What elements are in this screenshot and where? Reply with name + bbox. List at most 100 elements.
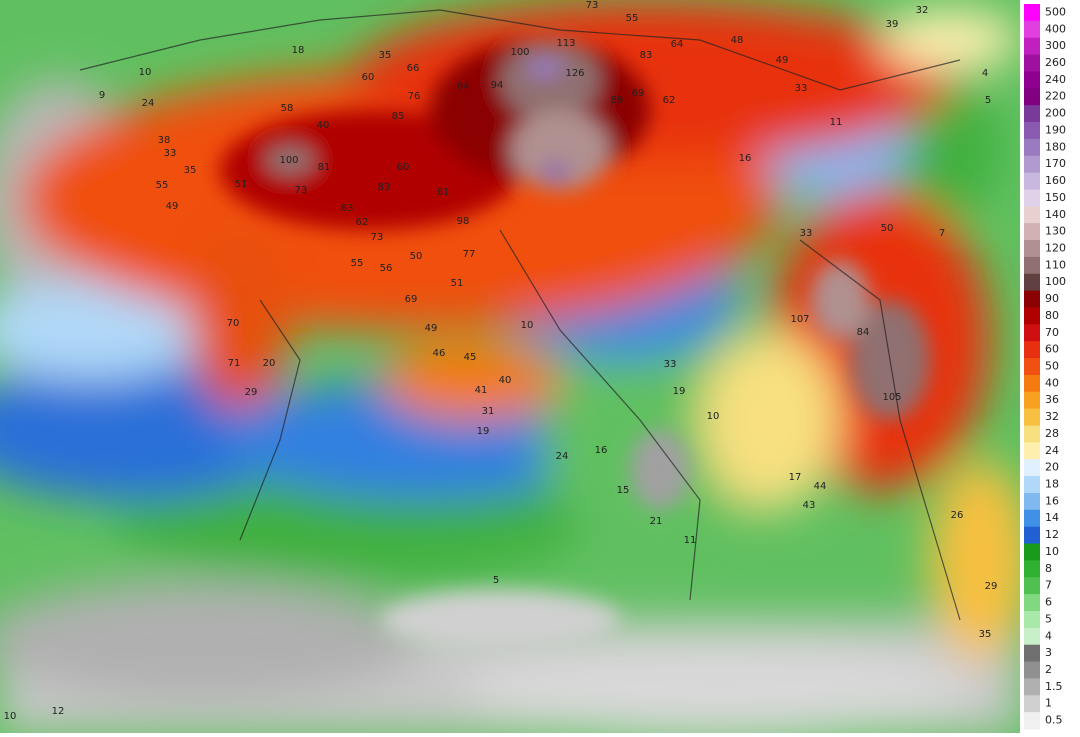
map-value-label: 24	[142, 98, 155, 109]
map-field	[0, 0, 1030, 737]
map-value-label: 48	[731, 35, 744, 46]
legend-swatch	[1024, 594, 1040, 612]
map-value-label: 55	[156, 180, 169, 191]
map-value-label: 84	[857, 327, 870, 338]
legend-swatch	[1024, 695, 1040, 713]
legend-swatch	[1024, 425, 1040, 443]
legend-swatch	[1024, 273, 1040, 292]
legend-swatch	[1024, 492, 1040, 511]
map-value-label: 18	[292, 45, 305, 56]
legend-label: 170	[1045, 157, 1066, 170]
legend-swatch	[1024, 20, 1040, 39]
legend-label: 4	[1045, 629, 1052, 642]
map-value-label: 63	[341, 203, 354, 214]
map-value-label: 61	[437, 187, 450, 198]
legend-swatch	[1024, 4, 1040, 22]
legend-label: 500	[1045, 5, 1066, 18]
legend-label: 180	[1045, 140, 1066, 153]
legend-swatch	[1024, 206, 1040, 224]
map-value-label: 20	[263, 358, 276, 369]
legend-label: 14	[1045, 511, 1059, 524]
legend-swatch	[1024, 223, 1040, 241]
map-value-label: 89	[611, 95, 624, 106]
map-value-label: 73	[586, 0, 599, 11]
legend-label: 8	[1045, 562, 1052, 575]
map-value-label: 7	[939, 228, 945, 239]
map-value-label: 29	[985, 581, 998, 592]
map-value-label: 64	[457, 81, 470, 92]
map-value-label: 35	[979, 629, 992, 640]
map-value-label: 81	[318, 162, 331, 173]
map-value-label: 15	[617, 485, 630, 496]
map-value-label: 40	[499, 375, 512, 386]
map-value-label: 4	[982, 68, 988, 79]
map-value-label: 35	[379, 50, 392, 61]
map-value-label: 41	[475, 385, 488, 396]
legend-label: 7	[1045, 579, 1052, 592]
legend-label: 24	[1045, 444, 1059, 457]
legend-label: 40	[1045, 376, 1059, 389]
map-value-label: 100	[279, 155, 298, 166]
map-value-label: 16	[595, 445, 608, 456]
map-value-label: 62	[663, 95, 676, 106]
map-value-label: 33	[164, 148, 177, 159]
map-value-label: 26	[951, 510, 964, 521]
map-value-label: 60	[397, 162, 410, 173]
legend-label: 2	[1045, 663, 1052, 676]
map-value-label: 33	[800, 228, 813, 239]
legend-swatch	[1024, 374, 1040, 393]
legend-label: 60	[1045, 343, 1059, 356]
legend-label: 10	[1045, 545, 1059, 558]
map-value-label: 50	[410, 251, 423, 262]
map-value-label: 24	[556, 451, 569, 462]
map-value-label: 16	[739, 153, 752, 164]
legend-label: 400	[1045, 22, 1066, 35]
map-value-label: 31	[482, 406, 495, 417]
map-value-label: 38	[158, 135, 171, 146]
legend-label: 5	[1045, 612, 1052, 625]
map-value-label: 58	[281, 103, 294, 114]
map-value-label: 76	[408, 91, 421, 102]
map-value-label: 17	[789, 472, 802, 483]
legend-label: 130	[1045, 225, 1066, 238]
legend-swatch	[1024, 712, 1040, 730]
map-value-label: 12	[52, 706, 65, 717]
legend-label: 220	[1045, 90, 1066, 103]
legend-label: 16	[1045, 494, 1059, 507]
legend-swatch	[1024, 324, 1040, 342]
legend-label: 150	[1045, 191, 1066, 204]
map-value-label: 107	[790, 314, 809, 325]
legend-swatch	[1024, 442, 1040, 460]
map-value-label: 73	[371, 232, 384, 243]
legend-swatch	[1024, 105, 1040, 123]
legend-label: 28	[1045, 427, 1059, 440]
map-value-label: 45	[464, 352, 477, 363]
legend-swatch	[1024, 122, 1040, 140]
legend-label: 160	[1045, 174, 1066, 187]
legend-label: 18	[1045, 478, 1059, 491]
map-value-label: 71	[228, 358, 241, 369]
map-value-label: 29	[245, 387, 258, 398]
map-value-label: 21	[650, 516, 663, 527]
legend-label: 200	[1045, 107, 1066, 120]
legend-swatch	[1024, 307, 1040, 325]
legend-swatch	[1024, 543, 1040, 561]
legend-swatch	[1024, 256, 1040, 275]
map-value-label: 66	[407, 63, 420, 74]
map-value-label: 126	[565, 68, 584, 79]
legend-label: 32	[1045, 410, 1059, 423]
map-value-label: 5	[493, 575, 499, 586]
map-value-label: 85	[392, 111, 405, 122]
legend-swatch	[1024, 54, 1040, 72]
map-value-label: 39	[886, 19, 899, 30]
legend-label: 20	[1045, 461, 1059, 474]
legend-label: 120	[1045, 241, 1066, 254]
map-value-label: 55	[351, 258, 364, 269]
map-value-label: 11	[830, 117, 843, 128]
legend-label: 90	[1045, 292, 1059, 305]
map-value-label: 43	[803, 500, 816, 511]
legend-label: 1.5	[1045, 680, 1063, 693]
map-value-label: 83	[378, 182, 391, 193]
map-value-label: 33	[795, 83, 808, 94]
